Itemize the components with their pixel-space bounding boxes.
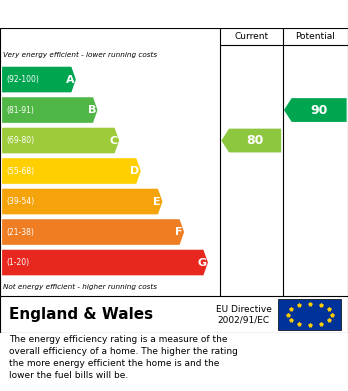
Text: The energy efficiency rating is a measure of the
overall efficiency of a home. T: The energy efficiency rating is a measur… bbox=[9, 335, 238, 380]
Polygon shape bbox=[2, 189, 163, 214]
Text: 80: 80 bbox=[246, 134, 263, 147]
Text: (39-54): (39-54) bbox=[6, 197, 34, 206]
Text: A: A bbox=[66, 75, 74, 84]
Text: EU Directive
2002/91/EC: EU Directive 2002/91/EC bbox=[216, 305, 271, 324]
Text: E: E bbox=[153, 197, 161, 206]
Text: G: G bbox=[197, 258, 206, 267]
Text: F: F bbox=[175, 227, 183, 237]
Text: (69-80): (69-80) bbox=[6, 136, 34, 145]
Text: (21-38): (21-38) bbox=[6, 228, 34, 237]
Text: 90: 90 bbox=[310, 104, 327, 117]
Polygon shape bbox=[2, 250, 208, 275]
Text: Energy Efficiency Rating: Energy Efficiency Rating bbox=[10, 7, 212, 22]
Text: Very energy efficient - lower running costs: Very energy efficient - lower running co… bbox=[3, 52, 158, 58]
Text: Current: Current bbox=[234, 32, 268, 41]
Polygon shape bbox=[221, 129, 281, 152]
Polygon shape bbox=[2, 128, 119, 153]
Polygon shape bbox=[2, 219, 184, 245]
Bar bbox=[278, 299, 341, 330]
Text: Not energy efficient - higher running costs: Not energy efficient - higher running co… bbox=[3, 284, 158, 290]
Text: (92-100): (92-100) bbox=[6, 75, 39, 84]
Polygon shape bbox=[2, 97, 97, 123]
Text: (55-68): (55-68) bbox=[6, 167, 34, 176]
Polygon shape bbox=[2, 158, 141, 184]
Text: England & Wales: England & Wales bbox=[9, 307, 153, 322]
Text: (1-20): (1-20) bbox=[6, 258, 29, 267]
Text: (81-91): (81-91) bbox=[6, 106, 34, 115]
Polygon shape bbox=[284, 98, 347, 122]
Text: C: C bbox=[110, 136, 118, 145]
Text: Potential: Potential bbox=[295, 32, 335, 41]
Text: D: D bbox=[130, 166, 140, 176]
Text: B: B bbox=[88, 105, 96, 115]
Polygon shape bbox=[2, 67, 76, 92]
